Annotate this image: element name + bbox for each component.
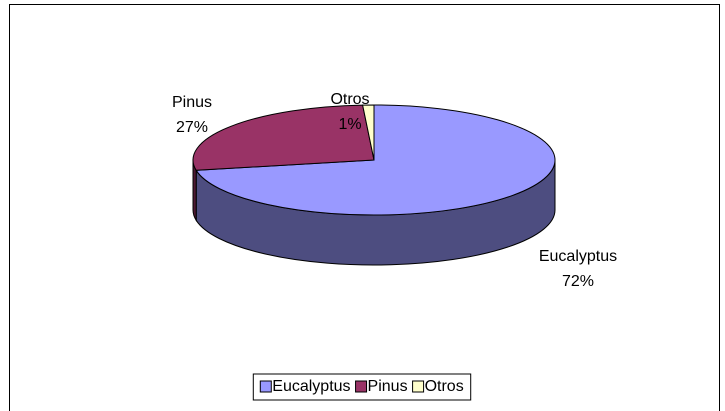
slice-value-label: 27% bbox=[176, 119, 208, 136]
legend-swatch bbox=[259, 380, 272, 393]
legend-swatch bbox=[355, 380, 368, 393]
slice bbox=[362, 104, 375, 161]
slice-value-label: 1% bbox=[338, 116, 361, 133]
slice bbox=[195, 104, 556, 216]
pie-tops bbox=[192, 104, 556, 216]
slice bbox=[192, 104, 375, 171]
slice-category-label: Otros bbox=[330, 91, 369, 108]
legend: Eucalyptus Pinus Otros bbox=[252, 373, 472, 401]
slice-value-label: 72% bbox=[562, 273, 594, 290]
slice-category-label: Pinus bbox=[172, 94, 212, 111]
legend-label: Pinus bbox=[368, 378, 408, 395]
legend-swatch bbox=[412, 380, 425, 393]
data-labels: Eucalyptus 72% Pinus 27% Otros 1% bbox=[172, 91, 617, 290]
legend-label: Otros bbox=[425, 378, 464, 395]
legend-label: Eucalyptus bbox=[272, 378, 350, 395]
slice-category-label: Eucalyptus bbox=[539, 248, 617, 265]
